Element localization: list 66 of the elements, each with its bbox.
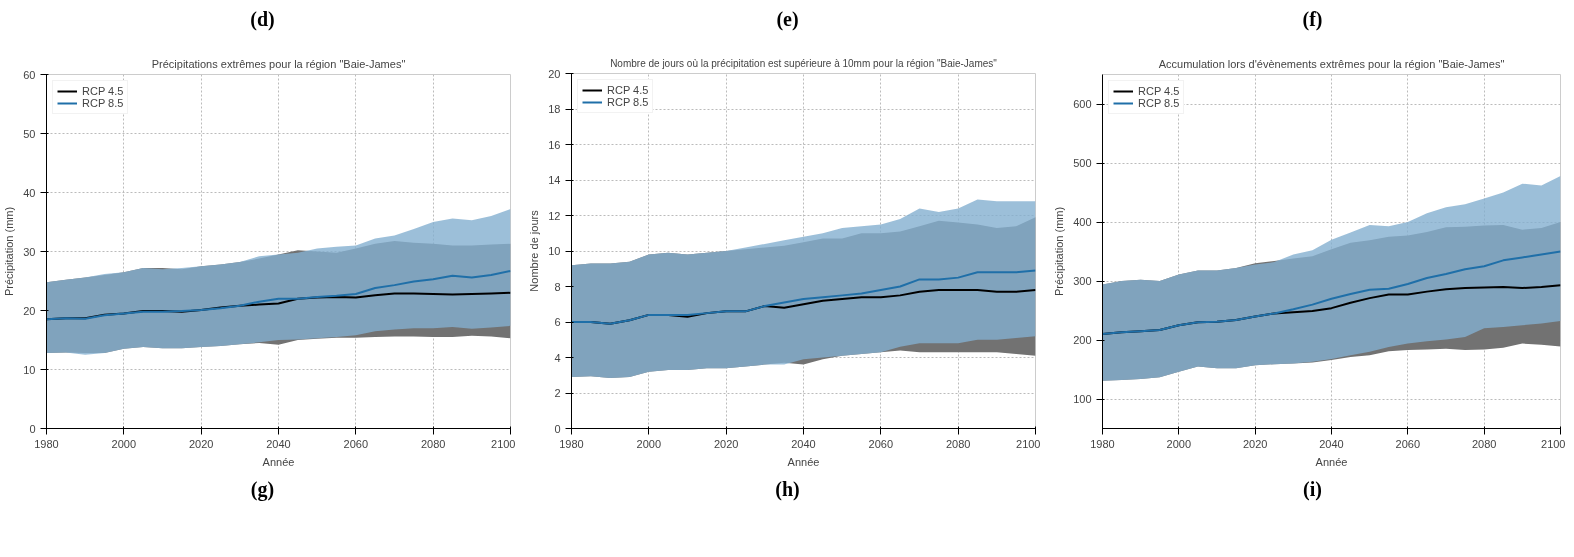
y-tick-label: 200 [1073,334,1092,346]
text: (f) [1302,7,1323,33]
y-tick-label: 0 [29,422,36,435]
x-axis-title: Année [1315,455,1348,468]
x-tick-label: 2020 [1242,437,1268,450]
y-tick-label: 2 [554,387,561,399]
text: (d) [250,7,275,32]
x-tick-label: 2080 [945,437,971,450]
x-tick-label: 2020 [713,437,739,450]
text: (g) [250,477,275,503]
chart-title: Nombre de jours où la précipitation est supérieure à 10mm pour la région "Baie-James" [610,57,998,69]
x-tick-label: 2020 [188,437,214,450]
y-tick-label: 10 [548,245,561,257]
y-tick-label: 18 [548,103,561,115]
legend-label: RCP 4.5 [82,85,124,97]
x-tick-label: 2000 [111,437,137,450]
legend-label: RCP 4.5 [1138,85,1180,97]
x-tick-label: 1980 [34,437,59,450]
chart-title: Accumulation lors d'évènements extrêmes pour la région "Baie-James" [1158,57,1505,70]
chart-title: Précipitations extrêmes pour la région "Baie-James" [151,57,406,70]
y-tick-label: 14 [548,174,561,186]
y-tick-label: 16 [548,138,561,151]
x-axis-title: Année [262,455,295,468]
text: (i) [1303,477,1322,503]
y-tick-label: 4 [554,351,561,364]
y-tick-label: 10 [23,363,36,376]
y-axis-title: Précipitation (mm) [1053,206,1066,297]
legend-label: RCP 8.5 [607,96,649,108]
y-tick-label: 20 [548,67,561,80]
y-tick-label: 12 [548,209,561,222]
x-tick-label: 2040 [266,437,291,450]
x-tick-label: 2100 [491,437,516,450]
y-tick-label: 0 [554,422,561,435]
y-tick-label: 500 [1073,157,1092,169]
x-tick-label: 2100 [1541,437,1566,450]
legend-label: RCP 8.5 [82,97,124,109]
legend-label: RCP 8.5 [1138,97,1180,109]
text: (e) [776,7,799,33]
y-tick-label: 40 [23,186,36,199]
y-tick-label: 60 [23,68,36,81]
x-tick-label: 2000 [636,437,662,450]
legend-label: RCP 4.5 [607,84,649,96]
x-tick-label: 2060 [868,437,894,450]
x-axis-title: Année [787,455,820,468]
x-tick-label: 2040 [791,437,816,450]
y-tick-label: 6 [554,316,561,328]
y-tick-label: 100 [1073,393,1092,405]
y-tick-label: 50 [23,127,36,140]
x-tick-label: 2100 [1016,437,1041,450]
y-axis-title: Nombre de jours [528,209,541,292]
y-tick-label: 30 [23,245,36,258]
y-tick-label: 600 [1073,98,1092,110]
y-axis-title: Précipitation (mm) [3,206,16,297]
x-tick-label: 2000 [1166,437,1192,450]
x-tick-label: 2040 [1319,437,1344,450]
text: (h) [775,477,800,502]
y-tick-label: 300 [1073,275,1092,287]
x-tick-label: 2060 [1395,437,1421,450]
x-tick-label: 2080 [420,437,446,450]
x-tick-label: 1980 [559,437,584,450]
y-tick-label: 20 [23,304,36,317]
x-tick-label: 1980 [1090,437,1115,450]
y-tick-label: 8 [554,280,561,293]
x-tick-label: 2060 [343,437,369,450]
x-tick-label: 2080 [1471,437,1497,450]
y-tick-label: 400 [1073,216,1092,228]
